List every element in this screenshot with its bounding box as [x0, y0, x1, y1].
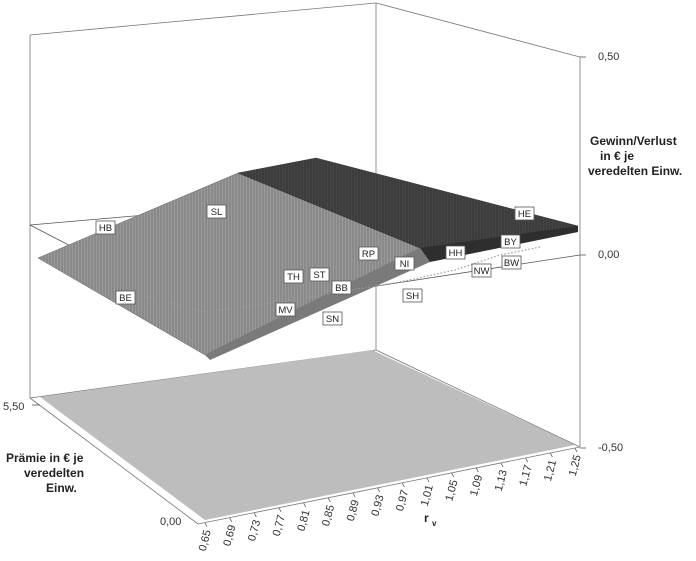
y-axis-title-line: Einw. [46, 481, 77, 495]
x-tick-mark [377, 487, 381, 493]
y-axis-ticks: 5,50 0,00 [3, 401, 181, 528]
x-tick-label: 1,13 [493, 469, 510, 493]
state-label-nw: NW [471, 263, 492, 278]
y-tick-label: 5,50 [3, 401, 24, 413]
z-axis-title-line: in € je [600, 149, 634, 163]
x-tick-mark [549, 452, 553, 458]
x-tick-mark [500, 462, 504, 468]
base-plane [40, 350, 575, 520]
x-tick-label: 1,17 [517, 464, 534, 488]
state-label-st: ST [309, 267, 330, 282]
state-trend-line [144, 246, 541, 313]
svg-text:SN: SN [326, 314, 339, 325]
svg-text:ST: ST [313, 270, 325, 281]
y-axis-title-line: veredelten [24, 466, 84, 480]
state-label-by: BY [500, 234, 521, 249]
svg-text:TH: TH [287, 272, 300, 283]
svg-text:BE: BE [119, 293, 132, 304]
state-label-th: TH [283, 269, 304, 284]
svg-text:HB: HB [99, 223, 112, 234]
state-label-bb: BB [331, 280, 352, 295]
x-tick-label: 0,81 [295, 509, 312, 533]
z-tick-label: -0,50 [598, 442, 623, 454]
svg-text:NI: NI [400, 259, 410, 270]
x-tick-label: 1,01 [419, 484, 436, 508]
y-axis-title-line: Prämie in € je [6, 451, 84, 465]
svg-text:HE: HE [518, 209, 531, 220]
state-label-mv: MV [275, 302, 296, 317]
state-label-bw: BW [501, 255, 522, 270]
x-tick-label: 0,93 [369, 494, 386, 518]
svg-text:SL: SL [211, 207, 223, 218]
x-tick-mark [278, 507, 282, 513]
z-axis-ticks: 0,50 0,00 -0,50 [580, 51, 623, 454]
x-tick-mark [303, 502, 307, 508]
state-label-ni: NI [394, 256, 415, 271]
z-tick-label: 0,00 [598, 249, 619, 261]
state-label-hb: HB [95, 220, 116, 235]
x-tick-mark [253, 512, 257, 518]
state-label-sn: SN [322, 311, 343, 326]
svg-text:BY: BY [504, 237, 517, 248]
x-tick-mark [475, 467, 479, 473]
z-axis-title-line: veredelten Einw. [588, 164, 682, 178]
x-tick-label: 1,21 [542, 459, 559, 483]
svg-text:NW: NW [474, 266, 490, 277]
x-tick-mark [229, 517, 233, 523]
surface-loss-front [205, 248, 430, 360]
svg-text:SH: SH [406, 291, 419, 302]
state-label-sl: SL [206, 204, 227, 219]
z-tick-label: 0,50 [598, 51, 619, 63]
svg-text:HH: HH [449, 248, 463, 259]
x-axis-title-subscript: v [432, 519, 437, 528]
x-tick-mark [352, 492, 356, 498]
state-label-he: HE [514, 206, 535, 221]
state-labels: HB SL HE RP NI HH BY TH ST BB SH NW BW BE MV SN [95, 204, 535, 326]
state-label-be: BE [115, 290, 136, 305]
x-tick-label: 1,25 [567, 454, 584, 478]
x-tick-label: 0,77 [271, 514, 288, 538]
x-tick-mark [401, 482, 405, 488]
state-label-sh: SH [402, 288, 423, 303]
x-tick-mark [525, 457, 529, 463]
x-tick-mark [204, 522, 208, 528]
x-tick-label: 1,05 [443, 479, 460, 503]
x-axis-title-text: r [424, 511, 429, 525]
x-tick-label: 0,89 [345, 499, 362, 523]
z-axis-title-line: Gewinn/Verlust [590, 134, 677, 148]
state-label-hh: HH [445, 245, 466, 260]
x-tick-mark [451, 472, 455, 478]
x-tick-mark [574, 447, 578, 453]
x-tick-label: 0,97 [394, 489, 411, 513]
x-tick-mark [426, 477, 430, 483]
y-tick-label: 0,00 [160, 516, 181, 528]
x-tick-label: 0,73 [246, 519, 263, 543]
x-tick-label: 1,09 [468, 474, 485, 498]
svg-text:BW: BW [504, 258, 519, 269]
svg-text:BB: BB [335, 283, 348, 294]
x-tick-label: 0,69 [221, 524, 238, 548]
x-tick-mark [327, 497, 331, 503]
x-tick-label: 0,65 [197, 529, 214, 553]
svg-text:MV: MV [278, 305, 293, 316]
x-tick-label: 0,85 [320, 504, 337, 528]
x-axis-ticks: 0,65 0,69 0,73 0,77 0,81 0,85 0,89 0,93 0,97 1,01… [197, 447, 584, 553]
svg-text:RP: RP [362, 249, 375, 260]
state-label-rp: RP [358, 246, 379, 261]
